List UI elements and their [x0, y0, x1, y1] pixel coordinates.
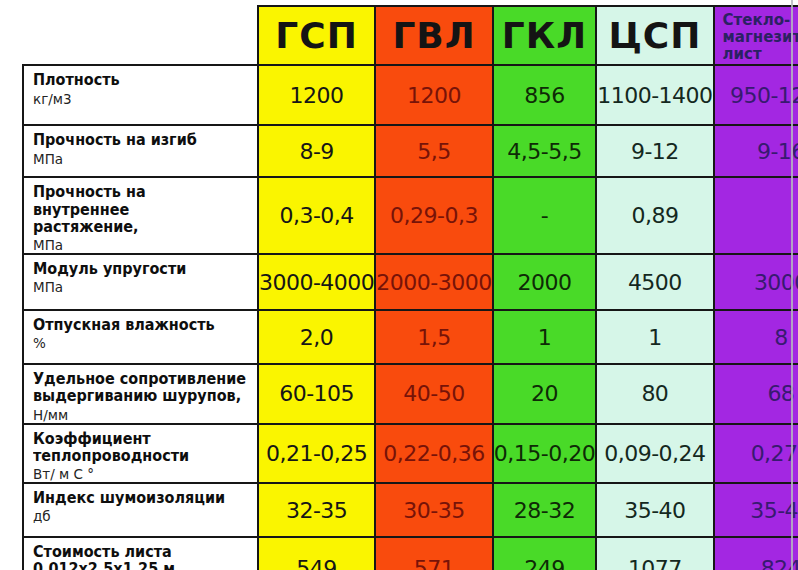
value-cell	[714, 177, 798, 254]
value-cell: 1	[493, 310, 596, 364]
table-row: Удельное сопротивление выдергиванию шуру…	[23, 364, 798, 424]
value-cell: 35-40	[714, 483, 798, 537]
value-cell: 20	[493, 364, 596, 424]
value-cell: 0,22-0,36	[375, 424, 492, 484]
value-cell: 28-32	[493, 483, 596, 537]
value-cell: 68	[714, 364, 798, 424]
value-cell: 3000	[714, 254, 798, 310]
value-cell: 950-1200	[714, 65, 798, 125]
table-row: Модуль упругости МПа 3000-4000 2000-3000…	[23, 254, 798, 310]
scan-edge-line	[791, 0, 793, 570]
row-unit-text: дб	[33, 508, 255, 524]
value-cell: 35-40	[596, 483, 713, 537]
corner-cell	[23, 6, 258, 65]
value-cell: 0,3-0,4	[258, 177, 375, 254]
row-label-text: Модуль упругости	[33, 261, 246, 278]
row-label: Модуль упругости МПа	[23, 254, 258, 310]
value-cell: 80	[596, 364, 713, 424]
value-cell: 60-105	[258, 364, 375, 424]
materials-comparison-table: ГСП ГВЛ ГКЛ ЦСП Стекло- магнезитовый лис…	[0, 0, 798, 570]
table-row: Прочность на внутреннее растяжение, МПа …	[23, 177, 798, 254]
row-label-text: Стоимость листа 0,012х2,5х1,25 м	[33, 544, 246, 570]
row-unit-text: %	[33, 335, 255, 351]
value-cell: 4500	[596, 254, 713, 310]
value-cell: 8-9	[258, 125, 375, 177]
row-label-text: Прочность на изгиб	[33, 132, 246, 149]
value-cell: 0,09-0,24	[596, 424, 713, 484]
row-label: Индекс шумоизоляции дб	[23, 483, 258, 537]
value-cell: 249	[493, 537, 596, 570]
value-cell: 1100-1400	[596, 65, 713, 125]
row-label-text: Прочность на внутреннее растяжение,	[33, 184, 246, 236]
row-label: Прочность на внутреннее растяжение, МПа	[23, 177, 258, 254]
row-label: Стоимость листа 0,012х2,5х1,25 м руб	[23, 537, 258, 570]
row-label: Прочность на изгиб МПа	[23, 125, 258, 177]
value-cell: 0,271	[714, 424, 798, 484]
value-cell: 32-35	[258, 483, 375, 537]
value-cell: 4,5-5,5	[493, 125, 596, 177]
value-cell: 824	[714, 537, 798, 570]
value-cell: 1200	[258, 65, 375, 125]
table-row: Отпускная влажность % 2,0 1,5 1 1 8	[23, 310, 798, 364]
table-row: Стоимость листа 0,012х2,5х1,25 м руб 549…	[23, 537, 798, 570]
column-header-gsp: ГСП	[258, 6, 375, 65]
value-cell: 9-12	[596, 125, 713, 177]
value-cell: 0,29-0,3	[375, 177, 492, 254]
value-cell: 5,5	[375, 125, 492, 177]
row-unit-text: Н/мм	[33, 407, 255, 423]
row-label-text: Индекс шумоизоляции	[33, 490, 246, 507]
value-cell: 40-50	[375, 364, 492, 424]
column-header-gkl: ГКЛ	[493, 6, 596, 65]
column-header-gvl: ГВЛ	[375, 6, 492, 65]
value-cell: -	[493, 177, 596, 254]
value-cell: 3000-4000	[258, 254, 375, 310]
row-label-text: Отпускная влажность	[33, 317, 246, 334]
row-label: Отпускная влажность %	[23, 310, 258, 364]
table-row: Прочность на изгиб МПа 8-9 5,5 4,5-5,5 9…	[23, 125, 798, 177]
value-cell: 1200	[375, 65, 492, 125]
value-cell: 571	[375, 537, 492, 570]
value-cell: 0,89	[596, 177, 713, 254]
value-cell: 1,5	[375, 310, 492, 364]
value-cell: 2000-3000	[375, 254, 492, 310]
column-header-sml: Стекло- магнезитовый лист	[714, 6, 798, 65]
value-cell: 0,15-0,20	[493, 424, 596, 484]
value-cell: 1	[596, 310, 713, 364]
value-cell: 2000	[493, 254, 596, 310]
row-unit-text: МПа	[33, 237, 255, 253]
value-cell: 2,0	[258, 310, 375, 364]
row-unit-text: Вт/ м С °	[33, 466, 255, 482]
column-header-csp: ЦСП	[596, 6, 713, 65]
header-row: ГСП ГВЛ ГКЛ ЦСП Стекло- магнезитовый лис…	[23, 6, 798, 65]
row-unit-text: МПа	[33, 151, 255, 167]
value-cell: 856	[493, 65, 596, 125]
value-cell: 8	[714, 310, 798, 364]
comparison-table: ГСП ГВЛ ГКЛ ЦСП Стекло- магнезитовый лис…	[22, 5, 798, 570]
value-cell: 1077	[596, 537, 713, 570]
table-row: Индекс шумоизоляции дб 32-35 30-35 28-32…	[23, 483, 798, 537]
value-cell: 30-35	[375, 483, 492, 537]
row-label: Удельное сопротивление выдергиванию шуру…	[23, 364, 258, 424]
row-unit-text: МПа	[33, 279, 255, 295]
value-cell: 549	[258, 537, 375, 570]
value-cell: 0,21-0,25	[258, 424, 375, 484]
table-row: Коэффициент теплопроводности Вт/ м С ° 0…	[23, 424, 798, 484]
row-unit-text: кг/м3	[33, 91, 255, 107]
row-label-text: Коэффициент теплопроводности	[33, 431, 246, 466]
row-label: Коэффициент теплопроводности Вт/ м С °	[23, 424, 258, 484]
row-label-text: Удельное сопротивление выдергиванию шуру…	[33, 371, 246, 406]
row-label-text: Плотность	[33, 72, 246, 89]
table-row: Плотность кг/м3 1200 1200 856 1100-1400 …	[23, 65, 798, 125]
value-cell: 9-16	[714, 125, 798, 177]
row-label: Плотность кг/м3	[23, 65, 258, 125]
